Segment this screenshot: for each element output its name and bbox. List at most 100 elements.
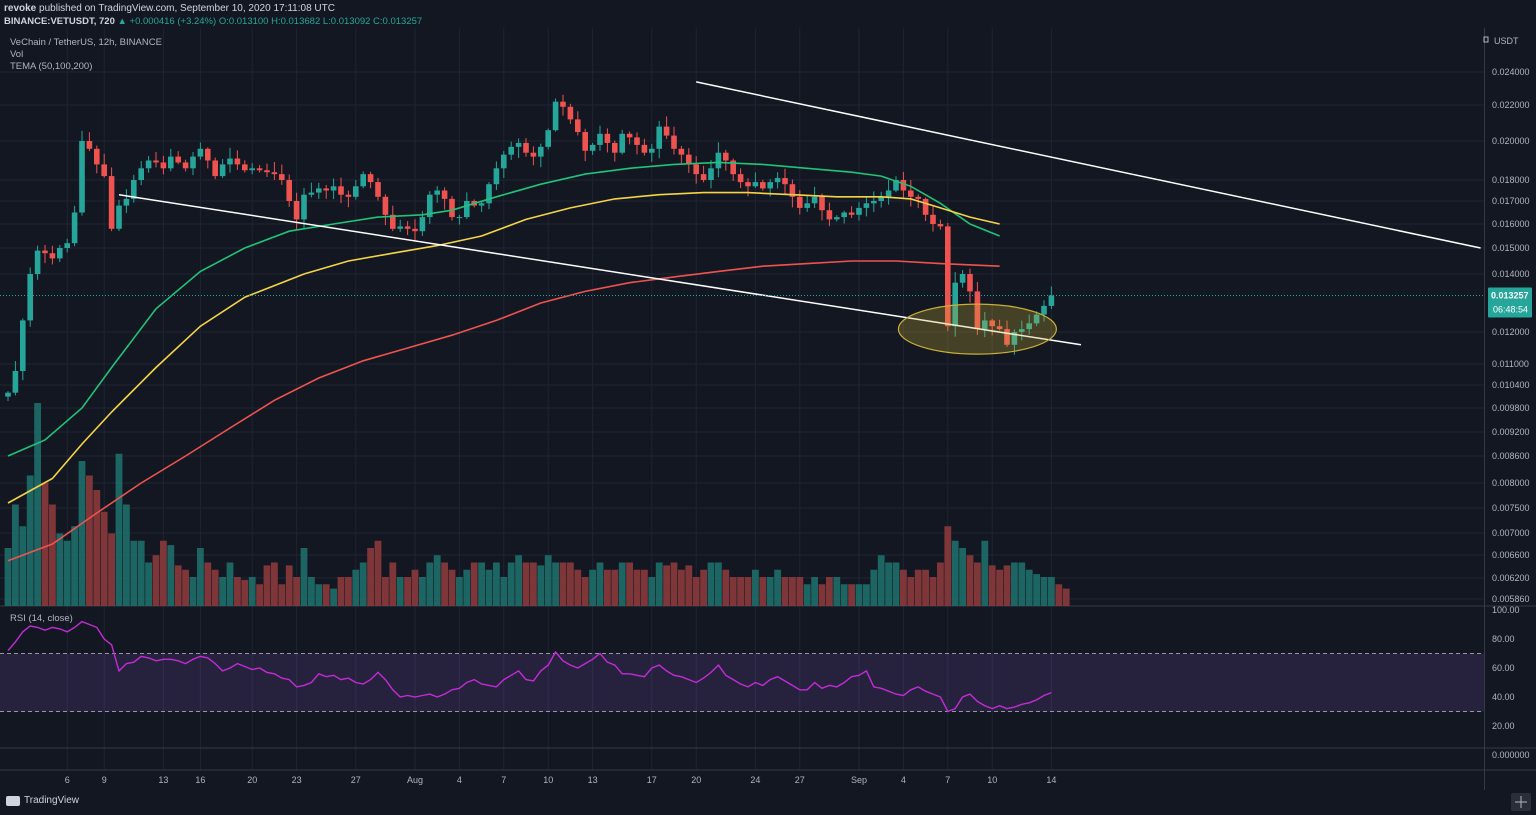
candle-body bbox=[101, 164, 107, 177]
volume-bar bbox=[1062, 588, 1070, 606]
candle-body bbox=[427, 194, 433, 218]
volume-bar bbox=[86, 475, 93, 606]
volume-bar bbox=[1033, 574, 1040, 606]
legend-vol[interactable]: Vol bbox=[10, 49, 24, 60]
volume-bar bbox=[167, 545, 175, 606]
candle-body bbox=[678, 148, 685, 155]
volume-bar bbox=[189, 577, 197, 606]
price-tick-label: 0.007500 bbox=[1492, 503, 1530, 513]
volume-bar bbox=[382, 577, 389, 606]
candle-body bbox=[1026, 323, 1032, 330]
volume-bar bbox=[1048, 577, 1055, 606]
volume-bar bbox=[352, 569, 360, 606]
volume-bar bbox=[678, 569, 685, 606]
candle-body bbox=[767, 182, 773, 189]
volume-bar bbox=[419, 577, 426, 606]
price-tick-label: 0.020000 bbox=[1492, 136, 1530, 146]
symbol-label: BINANCE:VETUSDT, 720 bbox=[4, 16, 115, 27]
candle-body bbox=[12, 371, 19, 393]
candle-body bbox=[71, 212, 78, 244]
volume-bar bbox=[396, 577, 404, 606]
rsi-tick-label: 40.00 bbox=[1492, 692, 1515, 702]
volume-bar bbox=[796, 577, 804, 606]
candle-body bbox=[153, 160, 159, 163]
legend-rsi[interactable]: RSI (14, close) bbox=[10, 613, 73, 624]
candle-body bbox=[634, 137, 640, 145]
publisher-name[interactable]: revoke bbox=[4, 3, 37, 14]
candle-body bbox=[945, 226, 951, 327]
volume-bar bbox=[803, 584, 811, 606]
legend-title[interactable]: VeChain / TetherUS, 12h, BINANCE bbox=[10, 37, 162, 48]
candle-body bbox=[597, 133, 603, 145]
volume-bar bbox=[574, 569, 582, 606]
countdown-text: 06:48:54 bbox=[1493, 305, 1528, 315]
candle-body bbox=[168, 156, 174, 169]
volume-bar bbox=[737, 577, 744, 606]
volume-bar bbox=[692, 577, 700, 606]
volume-bar bbox=[485, 569, 493, 606]
volume-bar bbox=[478, 562, 485, 606]
time-tick-label: 17 bbox=[647, 775, 657, 785]
time-tick-label: 4 bbox=[901, 775, 906, 785]
volume-bar bbox=[426, 562, 434, 606]
price-tick-label: 0.016000 bbox=[1492, 219, 1530, 229]
price-tick-label: 0.009800 bbox=[1492, 403, 1530, 413]
tema-line-50 bbox=[7, 161, 1000, 457]
legend-tema[interactable]: TEMA (50,100,200) bbox=[10, 61, 93, 72]
candle-body bbox=[848, 212, 855, 215]
tradingview-brand[interactable]: TradingView bbox=[6, 795, 79, 806]
volume-bar bbox=[981, 540, 989, 606]
candle-body bbox=[641, 144, 648, 153]
candle-body bbox=[64, 243, 70, 248]
volume-bar bbox=[818, 584, 826, 606]
volume-bar bbox=[308, 577, 315, 606]
candle-body bbox=[1048, 295, 1055, 306]
volume-bar bbox=[663, 565, 670, 606]
volume-bar bbox=[493, 562, 500, 606]
candle-body bbox=[908, 190, 914, 197]
candle-body bbox=[730, 160, 736, 175]
volume-bar bbox=[951, 540, 959, 606]
volume-bar bbox=[700, 569, 707, 606]
volume-bar bbox=[959, 548, 966, 606]
price-tick-label: 0.006600 bbox=[1492, 550, 1530, 560]
volume-bar bbox=[907, 577, 915, 606]
candle-body bbox=[834, 217, 840, 220]
volume-bar bbox=[877, 555, 885, 606]
volume-bar bbox=[974, 562, 981, 606]
price-tick-label: 0.014000 bbox=[1492, 269, 1530, 279]
candle-body bbox=[982, 320, 988, 330]
price-axis-labels: 0.024000 0.022000 0.020000 0.018000 0.017000… bbox=[1492, 67, 1530, 604]
candle-body bbox=[967, 274, 973, 292]
volume-bar bbox=[1025, 569, 1033, 606]
candle-body bbox=[145, 160, 152, 169]
candle-body bbox=[937, 224, 944, 227]
candle-body bbox=[538, 146, 544, 157]
candle-body bbox=[256, 168, 263, 171]
candle-body bbox=[989, 320, 995, 327]
candle-body bbox=[693, 164, 699, 175]
time-tick-label: 6 bbox=[65, 775, 70, 785]
price-tick-label: 0.012000 bbox=[1492, 327, 1530, 337]
publish-line: revoke published on TradingView.com, Sep… bbox=[4, 2, 335, 15]
volume-bar bbox=[367, 548, 374, 606]
time-tick-label: 20 bbox=[247, 775, 257, 785]
candle-body bbox=[826, 210, 833, 220]
time-tick-label: 24 bbox=[750, 775, 760, 785]
candle-body bbox=[449, 198, 455, 218]
volume-bar bbox=[596, 562, 604, 606]
candle-body bbox=[42, 250, 48, 254]
price-unit-label: USDT bbox=[1494, 36, 1519, 46]
candle-body bbox=[508, 146, 514, 155]
candle-body bbox=[264, 170, 270, 173]
volume-bar bbox=[463, 569, 471, 606]
volume-bar bbox=[322, 584, 330, 606]
candle-body bbox=[915, 196, 921, 199]
candle-body bbox=[797, 196, 803, 208]
candle-body bbox=[138, 168, 144, 180]
volume-bar bbox=[389, 562, 397, 606]
volume-bar bbox=[589, 569, 596, 606]
time-tick-label: 14 bbox=[1046, 775, 1056, 785]
candle-body bbox=[404, 226, 411, 229]
